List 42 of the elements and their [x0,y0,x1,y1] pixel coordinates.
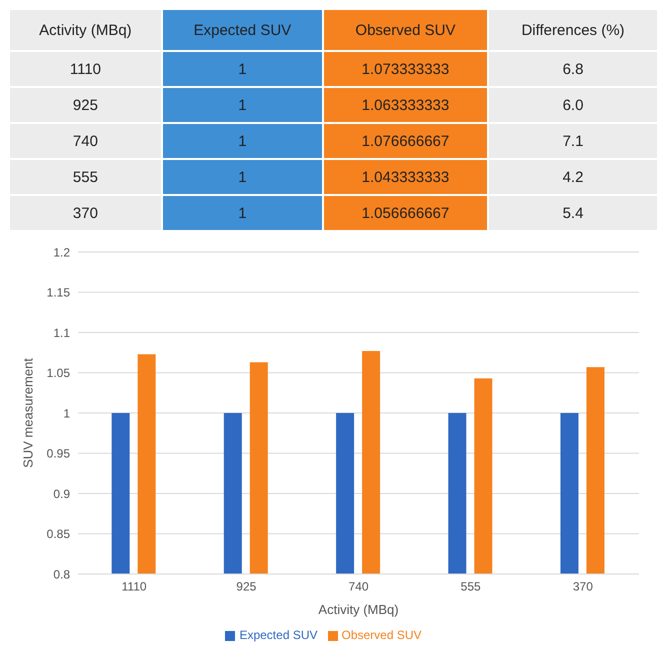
x-tick-label: 740 [348,580,369,594]
data-label: 1 [162,159,323,195]
y-tick-label: 1.15 [46,286,70,300]
y-axis-title: SUV measurement [20,358,36,468]
y-tick-label: 0.8 [53,567,70,582]
y-tick-label: 0.95 [46,446,70,461]
header-cell: Differences (%) [488,9,658,51]
data-label: 1 [162,87,323,123]
data-label: 1.076666667 [322,123,488,159]
data-label: 1.073333333 [322,51,488,87]
x-tick-label: 1110 [122,580,147,594]
row-header-cell: 740 [9,123,162,159]
y-tick-label: 1 [63,406,70,420]
row-header-cell: 555 [9,159,162,195]
x-tick-label: 925 [236,580,257,594]
data-label: 1.063333333 [322,87,488,123]
data-label: 5.4 [488,195,658,231]
y-tick-label: 1.1 [53,326,70,340]
legend-label: Observed SUV [342,628,422,642]
row-header-cell: 1110 [9,51,162,87]
x-axis-title: Activity (MBq) [318,602,399,617]
y-tick-label: 1.05 [46,366,70,380]
row-header-cell: 370 [9,195,162,231]
y-tick-label: 0.85 [46,527,70,542]
data-label: 1 [162,195,323,231]
data-label: 1 [162,51,323,87]
data-label: 1 [162,123,323,159]
header-cell: Observed SUV [322,9,488,51]
data-label: 6.8 [488,51,658,87]
data-label: 1.056666667 [322,195,488,231]
header-cell: Activity (MBq) [9,9,162,51]
data-label: 1.043333333 [322,159,488,195]
x-tick-label: 555 [460,580,482,594]
data-label: 4.2 [488,159,658,195]
legend-label: Expected SUV [239,628,318,642]
x-tick-label: 370 [572,580,594,594]
y-tick-label: 0.9 [53,486,70,501]
y-tick-label: 1.2 [53,245,70,260]
data-label: 7.1 [488,123,658,159]
data-label: 6.0 [488,87,658,123]
header-cell: Expected SUV [162,9,323,51]
row-header-cell: 925 [9,87,162,123]
